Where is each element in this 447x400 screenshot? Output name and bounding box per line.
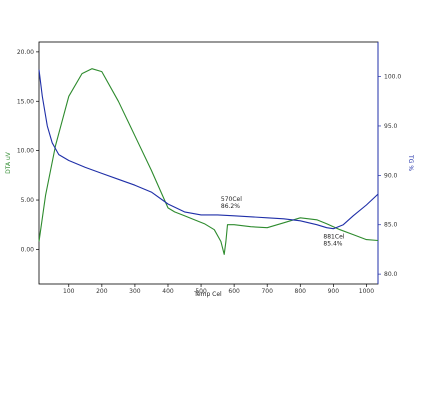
x-tick-label: 700: [261, 288, 273, 295]
x-tick-label: 500: [195, 288, 207, 295]
x-axis-ticks: 100 200 300 400 500 600 700 800 900 1000: [63, 284, 374, 295]
annotation-label: 85.4%: [323, 241, 342, 248]
y-left-tick-label: 0.00: [21, 246, 35, 253]
annotation-label: 570Cel: [221, 196, 242, 203]
x-tick-label: 900: [328, 288, 340, 295]
y-right-axis-title: TG %: [407, 154, 414, 171]
y-left-axis-ticks: 0.00 5.00 10.00 15.00 20.00: [17, 49, 39, 253]
x-axis-title: Temp Cel: [193, 291, 222, 298]
y-left-tick-label: 5.00: [21, 197, 35, 204]
y-right-axis-ticks: 80.0 85.0 90.0 95.0 100.0: [378, 74, 401, 278]
y-left-tick-label: 15.00: [17, 98, 34, 105]
tg-series-line: [38, 69, 379, 230]
series-group: [38, 68, 379, 255]
x-tick-label: 600: [228, 288, 240, 295]
x-tick-label: 200: [96, 288, 108, 295]
y-right-tick-label: 90.0: [384, 172, 398, 179]
annotation-label: 881Cel: [323, 234, 344, 241]
y-left-tick-label: 10.00: [17, 148, 34, 155]
y-right-tick-label: 85.0: [384, 222, 398, 229]
dta-series-line: [38, 68, 379, 255]
x-tick-label: 100: [63, 288, 75, 295]
x-tick-label: 1000: [359, 288, 374, 295]
x-tick-label: 800: [295, 288, 307, 295]
y-right-tick-label: 80.0: [384, 271, 398, 278]
x-tick-label: 400: [162, 288, 174, 295]
y-left-tick-label: 20.00: [17, 49, 34, 56]
y-right-tick-label: 100.0: [384, 74, 401, 81]
y-right-tick-label: 95.0: [384, 123, 398, 130]
y-left-axis-title: DTA uV: [5, 151, 12, 174]
x-tick-label: 300: [129, 288, 141, 295]
plot-frame: [38, 41, 379, 285]
annotation-label: 86.2%: [221, 203, 240, 210]
